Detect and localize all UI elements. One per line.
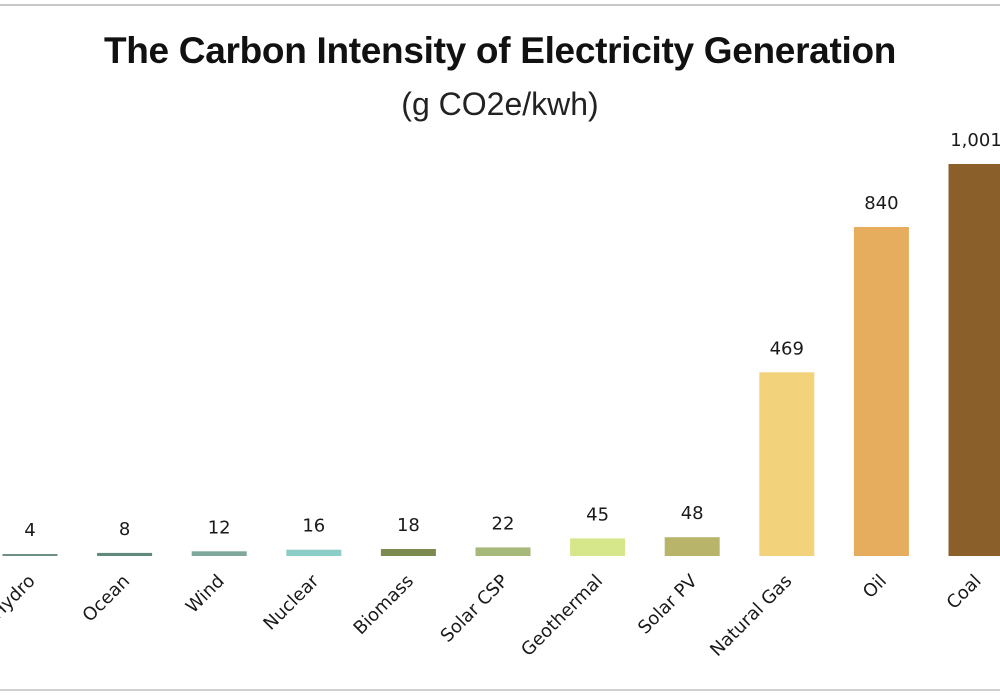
value-label-nuclear: 16 [302,516,325,537]
x-tick-label-biomass: Biomass [350,571,418,639]
bar-solar-csp [475,547,531,556]
value-label-coal: 1,001 [950,130,1000,151]
chart-title: The Carbon Intensity of Electricity Gene… [103,30,897,71]
bar-wind [191,551,247,556]
bar-biomass [380,549,436,556]
bar-solar-pv [664,537,720,556]
x-tick-label-ocean: Ocean [79,571,135,627]
value-label-wind: 12 [208,517,231,538]
x-tick-label-nuclear: Nuclear [259,570,323,634]
x-tick-label-natural-gas: Natural Gas [706,571,796,661]
x-tick-labels-group: Hydro Ocean Wind Nuclear Biomass Solar CSP Geo… [0,570,986,661]
x-tick-label-wind: Wind [182,571,229,618]
value-label-geothermal: 45 [586,504,609,525]
bar-nuclear [286,549,342,556]
bar-natural-gas [759,372,815,556]
x-tick-label-hydro: Hydro [0,571,40,624]
value-label-solar-pv: 48 [681,503,704,524]
value-label-solar-csp: 22 [492,513,515,534]
value-label-ocean: 8 [119,519,130,540]
top-border-line [0,4,1000,6]
value-label-oil: 840 [864,193,898,214]
value-label-natural-gas: 469 [770,338,804,359]
x-tick-label-geothermal: Geothermal [517,571,607,661]
bar-coal [948,164,1000,556]
x-tick-label-coal: Coal [943,571,986,614]
bars-group [2,164,1000,556]
bar-hydro [2,554,58,556]
chart-subtitle: (g CO2e/kwh) [401,86,599,122]
bottom-border-line [0,689,1000,691]
x-tick-label-solar-csp: Solar CSP [437,571,513,647]
x-tick-label-solar-pv: Solar PV [634,570,702,638]
bar-oil [853,227,909,556]
x-tick-label-oil: Oil [859,571,891,603]
value-label-biomass: 18 [397,515,420,536]
bar-geothermal [570,538,626,556]
bar-ocean [97,552,153,556]
value-label-hydro: 4 [24,520,35,541]
